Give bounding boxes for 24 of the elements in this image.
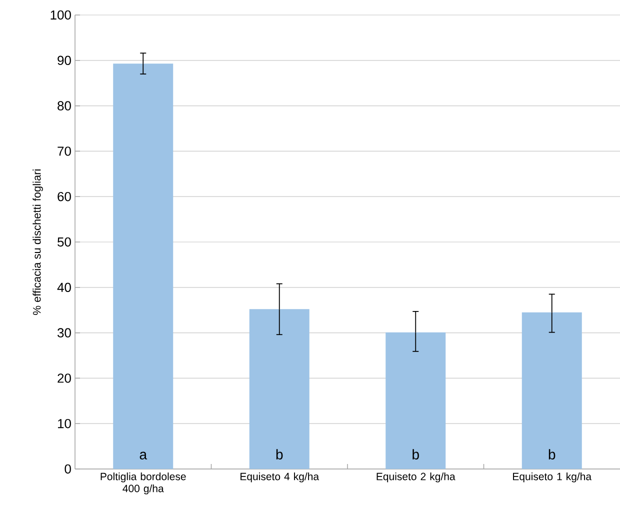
y-tick-label: 60 <box>58 192 71 202</box>
x-tick-label: Equiseto 1 kg/ha <box>513 472 592 482</box>
y-tick-label: 70 <box>58 146 71 156</box>
bar <box>113 64 174 469</box>
y-tick-label: 0 <box>64 464 71 474</box>
bar <box>386 332 446 469</box>
y-tick-label: 80 <box>58 101 71 110</box>
x-tick-label: Equiseto 4 kg/ha <box>240 472 320 482</box>
bar <box>522 312 582 469</box>
y-axis-title: % efficacia su dischetti fogliari <box>32 169 43 315</box>
y-tick-label: 50 <box>58 237 71 247</box>
y-tick-label: 10 <box>58 418 71 428</box>
y-tick-label: 40 <box>57 282 71 292</box>
bar <box>249 309 310 469</box>
annotation: b <box>548 449 556 460</box>
annotation: a <box>140 452 148 460</box>
x-tick-label: Poltiglia bordolese 400 g/ha <box>100 472 186 494</box>
annotation: b <box>276 449 283 460</box>
y-tick-label: 30 <box>58 328 71 338</box>
y-tick-label: 90 <box>58 56 71 65</box>
annotation: b <box>412 449 419 460</box>
x-tick-label: Equiseto 2 kg/ha <box>376 472 456 482</box>
y-tick-label: 100 <box>50 10 71 20</box>
y-tick-label: 20 <box>58 374 71 383</box>
